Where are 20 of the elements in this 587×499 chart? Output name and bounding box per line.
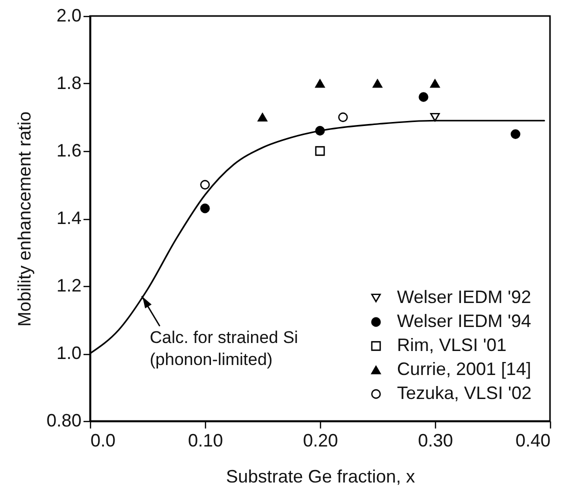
y-tick-label: 2.0 bbox=[56, 6, 82, 26]
y-tick-label: 1.4 bbox=[56, 208, 82, 228]
y-tick-label: 1.0 bbox=[56, 343, 82, 363]
legend-label: Welser IEDM '92 bbox=[397, 287, 532, 307]
legend-label: Tezuka, VLSI '02 bbox=[397, 383, 532, 403]
y-axis-title: Mobility enhancement ratio bbox=[14, 111, 34, 327]
x-axis-title: Substrate Ge fraction, x bbox=[226, 466, 416, 486]
legend-label: Currie, 2001 [14] bbox=[397, 359, 532, 379]
legend-label: Rim, VLSI '01 bbox=[397, 335, 506, 355]
y-tick-label: 1.2 bbox=[56, 276, 82, 296]
y-tick-label: 1.6 bbox=[56, 140, 82, 160]
x-tick-label: 0.30 bbox=[418, 430, 454, 450]
x-tick-label: 0.10 bbox=[188, 430, 224, 450]
legend-label: Welser IEDM '94 bbox=[397, 311, 532, 331]
x-tick-label: 0.40 bbox=[515, 430, 550, 450]
y-tick-label: 1.8 bbox=[56, 73, 82, 93]
y-tick-label: 0.80 bbox=[46, 410, 82, 430]
x-tick-label: 0.20 bbox=[302, 430, 338, 450]
annotation: Calc. for strained Si (phonon-limited) bbox=[150, 328, 298, 370]
x-tick-label: 0.0 bbox=[90, 430, 116, 450]
